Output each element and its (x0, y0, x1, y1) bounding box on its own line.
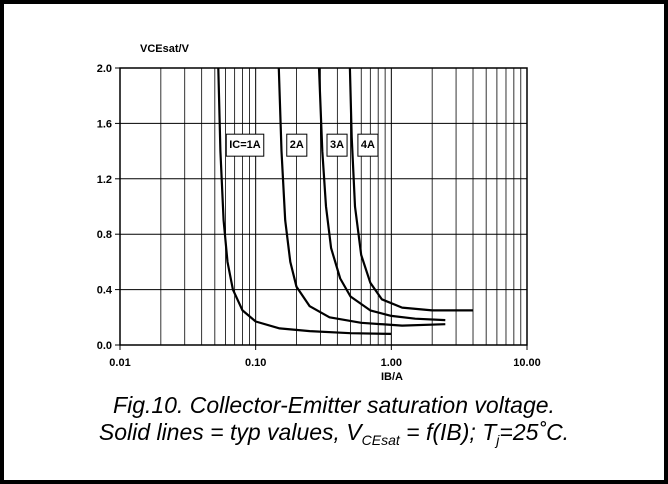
y-tick-label: 2.0 (97, 63, 112, 75)
y-axis-label: VCEsat/V (140, 43, 190, 55)
y-tick-label: 0.0 (97, 340, 112, 352)
caption-line: Fig.10. Collector-Emitter saturation vol… (113, 392, 555, 418)
legend-label: IC=1A (229, 139, 261, 151)
caption-line: Solid lines = typ values, VCEsat = f(IB)… (99, 419, 569, 448)
plot-border (119, 67, 528, 346)
y-tick-label: 1.2 (97, 174, 112, 186)
y-tick-label: 1.6 (97, 118, 112, 130)
x-tick-label: 1.00 (381, 357, 402, 369)
caption-sub: CEsat (362, 432, 401, 448)
plot: 0.01 0.10 1.00 10.00 0.0 0.4 0.8 1.2 1.6 2.0 IC=1A… (97, 63, 541, 369)
series-line (348, 67, 473, 312)
caption-text: =25˚C. (499, 419, 569, 445)
series-line (317, 67, 446, 322)
legend-label: 3A (330, 139, 344, 151)
legend-label: 4A (361, 139, 375, 151)
x-tick-label: 0.01 (109, 357, 130, 369)
x-tick-label: 10.00 (513, 357, 541, 369)
caption-text: Solid lines = typ values, V (99, 419, 364, 445)
caption-sub: j (494, 432, 500, 448)
legend-box (326, 133, 348, 157)
y-tick-label: 0.8 (97, 229, 112, 241)
y-tick-label: 0.4 (97, 285, 113, 297)
legend-label: 2A (290, 139, 304, 151)
series-line (217, 67, 392, 335)
caption-text: = f(IB); T (400, 419, 498, 445)
legend-box (286, 133, 308, 157)
series-line (277, 67, 446, 327)
x-axis-label: IB/A (381, 371, 403, 383)
legend-box (357, 133, 379, 157)
x-tick-label: 0.10 (245, 357, 266, 369)
legend-box (225, 133, 265, 157)
